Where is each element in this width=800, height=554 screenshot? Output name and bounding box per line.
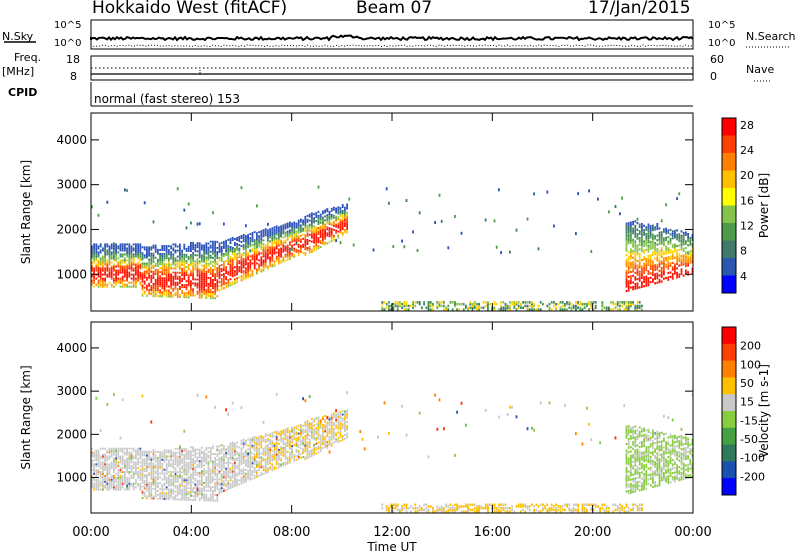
- power-colorbar-swatch: [722, 135, 736, 154]
- velocity-colorbar-swatch: [722, 394, 736, 412]
- power-colorbar-tick: 12: [740, 220, 754, 233]
- velocity-colorbar-tick: 200: [740, 340, 761, 353]
- xtick-label: 04:00: [173, 525, 210, 540]
- power-colorbar-tick: 20: [740, 169, 754, 182]
- beam-title: Beam 07: [356, 0, 433, 18]
- noise-search-label: N.Search: [746, 30, 796, 43]
- heatmap-cells-velocity: [91, 391, 694, 513]
- xtick-label: 20:00: [574, 525, 611, 540]
- power-colorbar-tick: 16: [740, 194, 754, 207]
- freq-label-line2: [MHz]: [2, 65, 35, 78]
- velocity-colorbar-swatch: [722, 327, 736, 345]
- ytick-label-4000: 4000: [56, 341, 87, 355]
- velocity-colorbar-swatch: [722, 478, 736, 496]
- ytick-label-1000: 1000: [56, 267, 87, 281]
- noise-scale-top-left: 10^5: [54, 20, 82, 31]
- velocity-colorbar-swatch: [722, 444, 736, 462]
- velocity-colorbar-tick: 50: [740, 377, 754, 390]
- ytick-label-3000: 3000: [56, 178, 87, 192]
- velocity-colorbar-swatch: [722, 343, 736, 362]
- xtick-label: 12:00: [373, 525, 410, 540]
- xtick-label: 08:00: [273, 525, 310, 540]
- velocity-colorbar-tick: -100: [740, 452, 765, 465]
- power-ylabel: Slant Range [km]: [19, 160, 33, 264]
- power-colorbar-tick: 4: [740, 270, 747, 283]
- xtick-label: 00:00: [72, 525, 109, 540]
- power-colorbar-swatch: [722, 170, 736, 189]
- power-colorbar-swatch: [722, 153, 736, 171]
- velocity-colorbar-tick: -50: [740, 433, 758, 446]
- power-colorbar-frame: [721, 117, 737, 294]
- velocity-colorbar-swatch: [722, 411, 736, 429]
- noise-scale-bottom-left: 10^0: [54, 38, 82, 49]
- velocity-colorbar-label: Velocity [m s-1]: [757, 364, 771, 458]
- velocity-colorbar-swatch: [722, 427, 736, 446]
- noise-sky-label: N.Sky: [2, 30, 34, 43]
- noise-search-line: [90, 44, 694, 48]
- power-colorbar-swatch: [722, 205, 736, 224]
- velocity-colorbar-frame: [721, 326, 737, 496]
- power-colorbar-tick: 24: [740, 144, 754, 157]
- nave-tick-top: 60: [710, 53, 724, 66]
- freq-tick-top: 18: [66, 53, 80, 66]
- xaxis-label: Time UT: [366, 540, 417, 554]
- nave-tick-bottom: 0: [710, 70, 717, 83]
- noise-sky-line: [90, 34, 694, 42]
- power-colorbar-swatch: [722, 275, 736, 294]
- xtick-label: 16:00: [474, 525, 511, 540]
- velocity-ylabel: Slant Range [km]: [19, 365, 33, 469]
- velocity-colorbar-swatch: [722, 461, 736, 479]
- power-colorbar-label: Power [dB]: [757, 173, 771, 238]
- cpid-label: CPID: [8, 86, 38, 99]
- power-colorbar-swatch: [722, 223, 736, 241]
- nave-label: Nave: [746, 63, 775, 76]
- power-colorbar-swatch: [722, 240, 736, 259]
- xtick-label: 00:00: [674, 525, 711, 540]
- power-colorbar-tick: 8: [740, 245, 747, 258]
- velocity-colorbar-tick: -15: [740, 414, 758, 427]
- ytick-label-3000: 3000: [56, 384, 87, 398]
- freq-label-line1: Freq.: [14, 51, 42, 64]
- ytick-label-2000: 2000: [56, 222, 87, 236]
- power-colorbar-swatch: [722, 118, 736, 136]
- noise-scale-bottom-right: 10^0: [708, 38, 736, 49]
- velocity-colorbar-tick: -200: [740, 470, 765, 483]
- power-colorbar-swatch: [722, 188, 736, 206]
- ytick-label-4000: 4000: [56, 133, 87, 147]
- station-title: Hokkaido West (fitACF): [92, 0, 288, 18]
- cpid-text: normal (fast stereo) 153: [94, 92, 241, 106]
- velocity-colorbar-swatch: [722, 377, 736, 395]
- ytick-label-2000: 2000: [56, 427, 87, 441]
- velocity-colorbar-swatch: [722, 360, 736, 378]
- power-colorbar-swatch: [722, 258, 736, 276]
- ytick-label-1000: 1000: [56, 471, 87, 485]
- noise-scale-top-right: 10^5: [708, 20, 736, 31]
- date-title: 17/Jan/2015: [588, 0, 691, 18]
- heatmap-cells-power: [91, 185, 694, 311]
- freq-tick-bottom: 8: [70, 70, 77, 83]
- velocity-colorbar-tick: 100: [740, 358, 761, 371]
- noise-panel-frame: [90, 19, 694, 50]
- power-colorbar-tick: 28: [740, 119, 754, 132]
- velocity-colorbar-tick: 15: [740, 396, 754, 409]
